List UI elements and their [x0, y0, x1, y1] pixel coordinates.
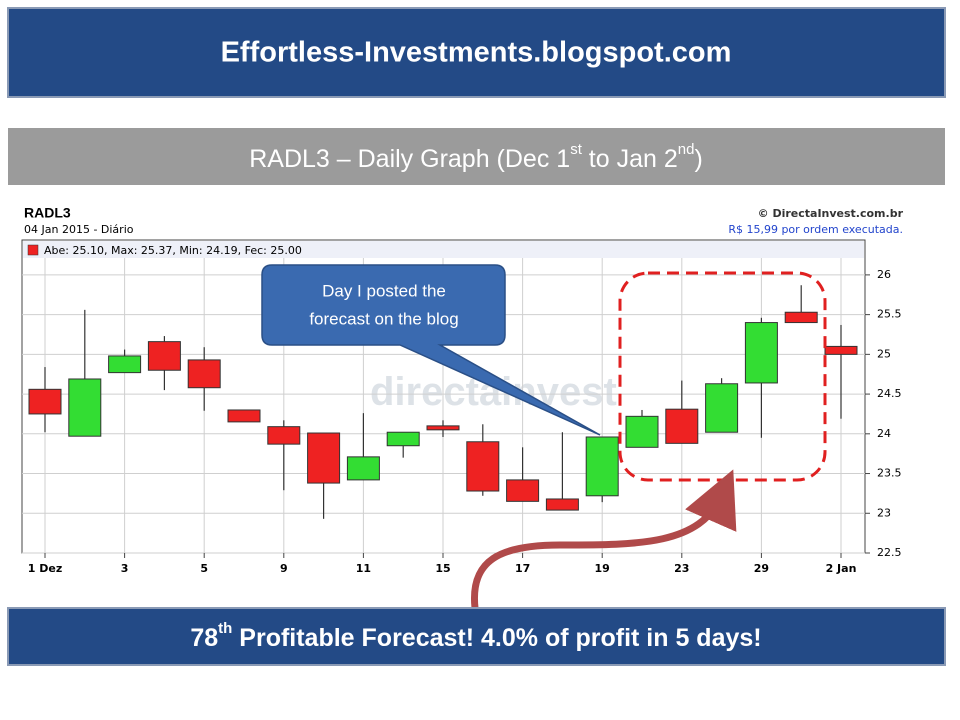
- candle-body: [227, 409, 261, 423]
- candle-body: [426, 425, 460, 431]
- x-tick-label: 15: [435, 562, 450, 575]
- footer-text: 78th Profitable Forecast! 4.0% of profit…: [190, 620, 761, 652]
- subtitle-part: ): [694, 145, 702, 173]
- y-tick-label: 22.5: [877, 546, 902, 559]
- y-tick-label: 23: [877, 506, 891, 519]
- x-tick-label: 3: [121, 562, 129, 575]
- callout: [261, 264, 601, 436]
- candle-body: [585, 436, 619, 497]
- subtitle-part: to Jan 2: [582, 145, 678, 173]
- subtitle-sup: nd: [678, 141, 695, 158]
- candle-body: [68, 378, 102, 437]
- x-tick-label: 23: [674, 562, 689, 575]
- chart-source: © DirectaInvest.com.br: [758, 207, 904, 220]
- x-tick-label: 1 Dez: [28, 562, 62, 575]
- candle-body: [147, 341, 181, 371]
- chart-subtitle: 04 Jan 2015 - Diário: [24, 223, 134, 236]
- candle-body: [267, 426, 301, 445]
- footer-part: 78: [190, 624, 218, 652]
- candle-body: [108, 355, 142, 374]
- candle-body: [744, 322, 778, 384]
- subtitle: RADL3 – Daily Graph (Dec 1st to Jan 2nd): [249, 141, 703, 173]
- footer-sup: th: [218, 620, 232, 637]
- x-tick-label: 11: [356, 562, 371, 575]
- x-tick-label: 5: [200, 562, 208, 575]
- y-tick-label: 26: [877, 268, 891, 281]
- candle-body: [545, 498, 579, 511]
- candle-body: [824, 345, 858, 355]
- legend-strip: [23, 241, 864, 258]
- chart-title: RADL3: [24, 205, 71, 221]
- candle-body: [784, 311, 818, 324]
- candle-body: [307, 432, 341, 484]
- chart-source-note: R$ 15,99 por ordem executada.: [728, 223, 903, 236]
- candle-body: [705, 383, 739, 433]
- candle-body: [665, 408, 699, 444]
- candle-body: [386, 431, 420, 447]
- footer-banner: [7, 607, 946, 666]
- x-tick-label: 29: [754, 562, 769, 575]
- candle-body: [28, 388, 62, 415]
- callout-text: forecast on the blog: [309, 309, 458, 328]
- header-banner: [7, 7, 946, 98]
- candle-body: [187, 359, 221, 389]
- callout-text: Day I posted the: [322, 281, 446, 300]
- y-tick-label: 25.5: [877, 308, 902, 321]
- candle-body: [625, 415, 659, 448]
- x-tick-label: 9: [280, 562, 288, 575]
- subtitle-sup: st: [570, 141, 583, 158]
- curved-arrow: [470, 469, 737, 609]
- y-tick-label: 24: [877, 427, 891, 440]
- legend-text: Abe: 25.10, Max: 25.37, Min: 24.19, Fec:…: [44, 244, 302, 257]
- x-tick-label: 19: [595, 562, 610, 575]
- y-tick-label: 24.5: [877, 387, 902, 400]
- candle-body: [346, 456, 380, 481]
- legend-swatch: [27, 244, 39, 256]
- y-tick-label: 25: [877, 347, 891, 360]
- header-title: Effortless-Investments.blogspot.com: [221, 37, 732, 69]
- footer-part: Profitable Forecast! 4.0% of profit in 5…: [232, 624, 761, 652]
- subtitle-bar: [8, 128, 945, 185]
- x-tick-label: 2 Jan: [826, 562, 857, 575]
- y-tick-label: 23.5: [877, 467, 902, 480]
- candle-body: [506, 479, 540, 502]
- x-tick-label: 17: [515, 562, 530, 575]
- subtitle-part: RADL3 – Daily Graph (Dec 1: [249, 145, 570, 173]
- candle-body: [466, 441, 500, 492]
